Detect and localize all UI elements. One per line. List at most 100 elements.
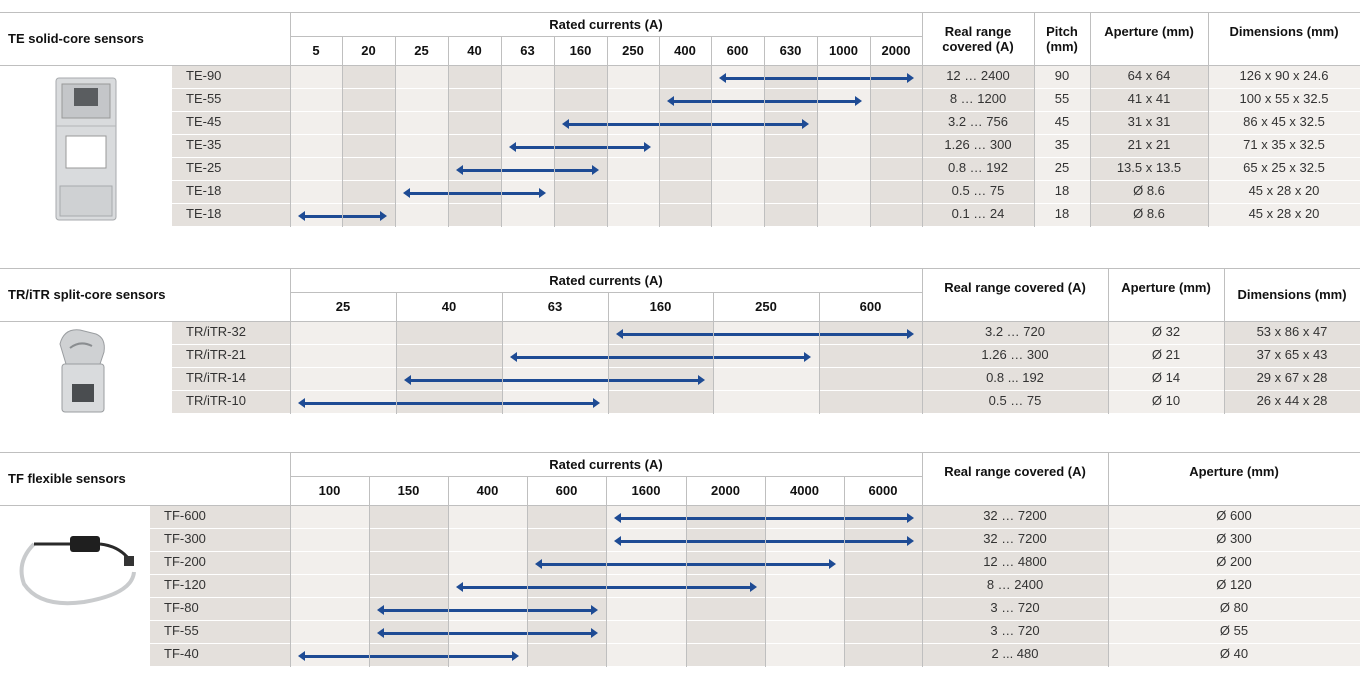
aperture-value: 64 x 64	[1127, 68, 1171, 83]
range-arrow	[616, 328, 914, 339]
real-range-header: Real range covered (A)	[944, 280, 1086, 295]
current-cell	[607, 181, 659, 204]
current-cell	[711, 158, 764, 181]
aperture-cell	[1108, 345, 1224, 368]
dimensions-cell	[1208, 158, 1360, 181]
current-cell	[501, 204, 554, 227]
current-cell	[290, 89, 342, 112]
name-cell	[150, 552, 290, 575]
pitch-value: 18	[1054, 183, 1070, 198]
dimensions-cell	[1208, 112, 1360, 135]
current-cell	[395, 112, 448, 135]
range-arrow	[403, 187, 546, 198]
current-cell	[606, 644, 686, 667]
sensor-name: TE-35	[186, 137, 222, 152]
current-cell	[448, 506, 527, 529]
current-cell	[659, 158, 711, 181]
pitch-value: 25	[1054, 160, 1070, 175]
current-label: 4000	[790, 483, 819, 498]
current-cell	[819, 345, 922, 368]
real-range-value: 32 … 7200	[983, 508, 1047, 523]
row-rule	[150, 620, 1360, 621]
aperture-value: Ø 14	[1151, 370, 1181, 385]
range-arrow	[377, 627, 598, 638]
current-cell	[448, 204, 501, 227]
current-cell	[395, 204, 448, 227]
sensor-name: TF-55	[164, 623, 199, 638]
pitch-value: 45	[1054, 114, 1070, 129]
dimensions-value: 26 x 44 x 28	[1256, 393, 1328, 408]
rated-currents-header: Rated currents (A)	[549, 273, 663, 288]
current-label: 5	[312, 43, 320, 58]
current-label: 250	[755, 299, 777, 314]
range-arrow	[298, 650, 519, 661]
table-row: TF-40 2 ... 480 Ø 40	[0, 644, 1360, 667]
aperture-cell	[1108, 598, 1360, 621]
current-label: 150	[397, 483, 420, 498]
aperture-cell	[1108, 552, 1360, 575]
grid-line	[1108, 268, 1109, 414]
grid-line	[764, 36, 765, 227]
grid-line	[765, 476, 766, 667]
table-row: TF-55 3 … 720 Ø 55	[0, 621, 1360, 644]
current-cell	[686, 644, 765, 667]
grid-line	[713, 292, 714, 414]
row-rule	[172, 226, 1360, 227]
sensor-name: TF-80	[164, 600, 199, 615]
aperture-cell	[1090, 181, 1208, 204]
section-title: TE solid-core sensors	[8, 31, 144, 46]
row-rule	[150, 597, 1360, 598]
sensor-name: TR/iTR-10	[186, 393, 246, 408]
table-row: TR/iTR-32 3.2 … 720 Ø 32 53 x 86 x 47	[0, 322, 1360, 345]
grid-line	[922, 12, 923, 227]
name-cell	[172, 112, 290, 135]
table-row: TE-35 1.26 … 300 35 21 x 21 71 x 35 x 32.5	[0, 135, 1360, 158]
current-cell	[713, 391, 819, 414]
pitch-value: 35	[1054, 137, 1070, 152]
pitch-value: 55	[1054, 91, 1070, 106]
real-range-cell	[922, 575, 1108, 598]
name-cell	[172, 135, 290, 158]
name-cell	[172, 181, 290, 204]
current-cell	[659, 181, 711, 204]
real-range-value: 3 … 720	[990, 623, 1040, 638]
tr-sensor-photo	[50, 324, 114, 416]
current-cell	[844, 621, 922, 644]
current-cell	[501, 89, 554, 112]
aperture-cell	[1090, 89, 1208, 112]
real-range-cell	[922, 158, 1034, 181]
table-row: TE-90 12 … 2400 90 64 x 64 126 x 90 x 24.6	[0, 66, 1360, 89]
current-cell	[765, 644, 844, 667]
tf-sensor-photo	[14, 532, 144, 612]
grid-line	[607, 36, 608, 227]
table-row: TF-80 3 … 720 Ø 80	[0, 598, 1360, 621]
current-label: 400	[476, 483, 499, 498]
current-cell	[711, 204, 764, 227]
current-cell	[819, 368, 922, 391]
real-range-cell	[922, 135, 1034, 158]
grid-line	[1208, 12, 1209, 227]
real-range-cell	[922, 391, 1108, 414]
table-row: TE-18 0.5 … 75 18 Ø 8.6 45 x 28 x 20	[0, 181, 1360, 204]
dimensions-cell	[1208, 66, 1360, 89]
current-cell	[686, 598, 765, 621]
range-arrow	[614, 535, 914, 546]
real-range-cell	[922, 89, 1034, 112]
current-cell	[870, 89, 922, 112]
dimensions-value: 45 x 28 x 20	[1248, 183, 1320, 198]
current-label: 2000	[711, 483, 740, 498]
current-cell	[870, 181, 922, 204]
current-cell	[342, 112, 395, 135]
name-cell	[172, 158, 290, 181]
real-range-value: 0.5 … 75	[988, 393, 1042, 408]
dimensions-cell	[1208, 135, 1360, 158]
real-range-value: 0.8 … 192	[948, 160, 1008, 175]
real-range-header: Real range covered (A)	[942, 24, 1014, 54]
current-label: 160	[569, 43, 592, 58]
range-arrow	[456, 164, 599, 175]
aperture-value: Ø 40	[1219, 646, 1249, 661]
current-cell	[395, 135, 448, 158]
grid-line	[608, 292, 609, 414]
aperture-cell	[1090, 204, 1208, 227]
subheader-rule	[290, 476, 922, 477]
